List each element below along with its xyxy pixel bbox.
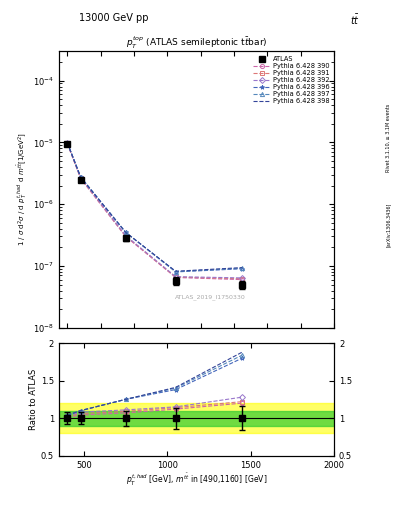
Bar [59,403,334,433]
Text: 13000 GeV pp: 13000 GeV pp [79,13,148,24]
Legend: ATLAS, Pythia 6.428 390, Pythia 6.428 391, Pythia 6.428 392, Pythia 6.428 396, P: ATLAS, Pythia 6.428 390, Pythia 6.428 39… [252,55,331,105]
Y-axis label: Ratio to ATLAS: Ratio to ATLAS [29,369,38,430]
Bar [59,411,334,425]
Title: $p_T^{top}$ (ATLAS semileptonic t$\bar{t}$bar): $p_T^{top}$ (ATLAS semileptonic t$\bar{t… [126,35,267,51]
Text: [arXiv:1306.3436]: [arXiv:1306.3436] [386,203,391,247]
Text: ATLAS_2019_I1750330: ATLAS_2019_I1750330 [175,294,246,300]
Text: $t\bar{t}$: $t\bar{t}$ [350,13,360,27]
Text: Rivet 3.1.10, ≥ 3.1M events: Rivet 3.1.10, ≥ 3.1M events [386,104,391,173]
Y-axis label: 1 / $\sigma$ d$^2\sigma$ / d $p_T^{t,had}$ d $m^{t\bar{t}}$[1/GeV$^2$]: 1 / $\sigma$ d$^2\sigma$ / d $p_T^{t,had… [16,133,30,246]
X-axis label: $p_T^{t,had}$ [GeV], $m^{t\bar{t}}$ in [490,1160] [GeV]: $p_T^{t,had}$ [GeV], $m^{t\bar{t}}$ in [… [126,472,267,488]
